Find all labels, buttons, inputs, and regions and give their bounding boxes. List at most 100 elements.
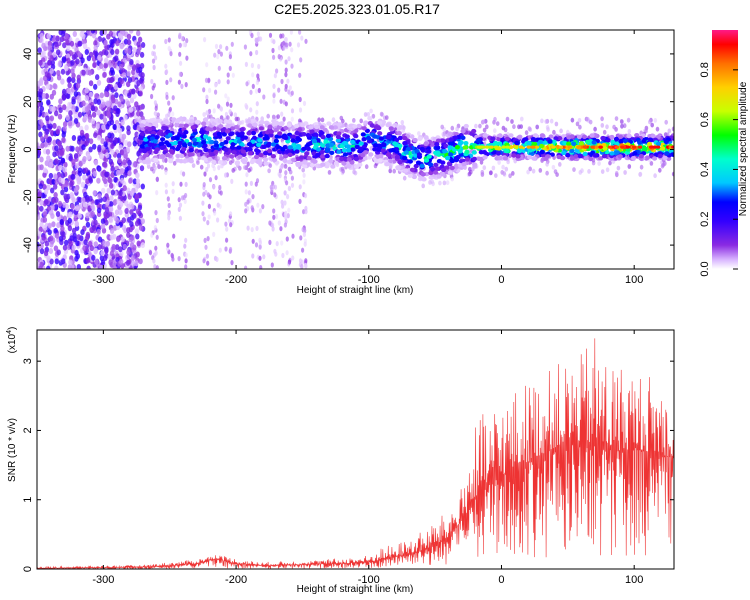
spectrogram-cell — [538, 168, 543, 173]
snr-x-tick-label: 100 — [625, 574, 643, 586]
spectrogram-cell — [268, 129, 274, 134]
spectrogram-cell — [510, 119, 514, 124]
colorbar-ticks: 0.00.20.40.60.8 — [699, 62, 738, 277]
spectrogram-cell — [203, 117, 209, 122]
spectrogram-cell — [184, 119, 191, 124]
spectrogram-cell — [392, 141, 398, 146]
spectrogram-cell — [42, 216, 48, 223]
spectrogram-cell — [93, 219, 98, 226]
spectrogram-cell — [290, 90, 294, 96]
spectrogram-cell — [206, 260, 210, 266]
spectrogram-cell — [620, 123, 624, 129]
spectrogram-cell — [84, 124, 89, 131]
snr-x-label: Height of straight line (km) — [297, 584, 414, 595]
spectrogram-x-axis: -300 -200 -100 0 100 — [92, 30, 643, 286]
spectrogram-cell — [179, 153, 185, 159]
spectrogram-cell — [266, 113, 271, 119]
spectrogram-cell — [450, 176, 455, 182]
spectrogram-cell — [164, 182, 168, 188]
spectrogram-cell — [59, 149, 64, 156]
spectrogram-cell — [151, 85, 155, 91]
spectrogram-cell — [280, 240, 284, 246]
spectrogram-cell — [37, 246, 41, 253]
spectrogram-cell — [105, 85, 110, 92]
spectrogram-cell — [129, 209, 134, 215]
spectrogram-cell — [205, 98, 209, 105]
spectrogram-cell — [396, 131, 402, 136]
spectrogram-cell — [634, 133, 640, 138]
spectrogram-cell — [320, 134, 326, 140]
spectrogram-cell — [501, 164, 505, 170]
spectrogram-cell — [341, 168, 346, 174]
spectrogram-cell — [81, 144, 86, 151]
spectrogram-cell — [218, 184, 222, 191]
spectrogram-cell — [165, 69, 169, 75]
spectrogram-cell — [98, 103, 104, 110]
spectrogram-cell — [93, 44, 98, 51]
spectrogram-cell — [283, 222, 287, 228]
snr-x-tick-label: -100 — [358, 574, 380, 586]
spectrogram-cell — [420, 172, 426, 177]
spectrogram-cell — [57, 61, 62, 68]
spectrogram-cell — [246, 147, 252, 152]
spectrogram-cell — [92, 143, 97, 150]
spectrogram-cell — [614, 170, 619, 176]
spectrogram-cell — [298, 30, 302, 35]
spectrogram-cell — [294, 123, 300, 129]
spectrogram-cell — [134, 260, 139, 267]
spectrogram-cell — [205, 253, 209, 259]
spectrogram-cell — [39, 156, 44, 163]
spectrogram-cell — [653, 118, 658, 123]
spectrogram-cell — [73, 153, 79, 159]
spectrogram-cell — [258, 239, 262, 246]
spectrogram-cell — [140, 242, 145, 249]
spectrogram-cell — [76, 264, 81, 269]
spectrogram-cell — [41, 92, 47, 99]
spectrogram-cell — [68, 155, 73, 162]
spectrogram-cell — [126, 100, 131, 107]
spectrogram-cell — [495, 121, 500, 126]
spectrogram-cell — [576, 145, 581, 149]
spectrogram-cell — [112, 124, 117, 130]
spectrogram-cell — [224, 93, 228, 99]
spectrogram-cell — [46, 33, 51, 40]
spectrogram-cell — [126, 249, 131, 256]
spectrogram-cell — [109, 228, 115, 234]
spectrogram-cell — [131, 260, 136, 267]
spectrogram-cell — [202, 258, 206, 264]
spectrogram-cell — [366, 139, 372, 144]
spectrogram-cell — [88, 91, 94, 98]
spectrogram-cell — [46, 184, 51, 191]
spectrogram-cell — [52, 139, 57, 146]
spectrogram-cell — [363, 120, 369, 125]
spectrogram-cell — [286, 78, 290, 84]
spectrogram-cell — [187, 152, 193, 157]
spectrogram-cell — [41, 50, 46, 57]
spectrogram-cell — [38, 59, 43, 66]
spectrogram-cell — [136, 41, 141, 48]
spectrogram-cell — [107, 211, 113, 218]
spectrogram-cell — [67, 120, 73, 127]
spectrogram-cell — [271, 184, 276, 190]
spectrogram-cell — [108, 77, 114, 84]
spectrogram-cell — [132, 47, 137, 53]
spectrogram-cell — [440, 138, 446, 143]
spectrogram-cell — [95, 74, 100, 81]
spectrogram-cell — [249, 89, 253, 95]
spectrogram-cell — [116, 198, 121, 205]
spectrogram-cell — [154, 147, 160, 152]
spectrogram-cell — [152, 258, 156, 264]
spectrogram-cell — [228, 54, 232, 60]
spectrogram-cell — [184, 264, 188, 269]
spectrogram-cell — [88, 176, 93, 182]
snr-frame — [36, 329, 675, 570]
spectrogram-cell — [105, 123, 110, 130]
spectrogram-cell — [246, 131, 252, 136]
spectrogram-cell — [231, 150, 237, 155]
spectrogram-cell — [73, 91, 79, 97]
spectrogram-cell — [489, 145, 494, 149]
spectrogram-cell — [139, 132, 145, 137]
